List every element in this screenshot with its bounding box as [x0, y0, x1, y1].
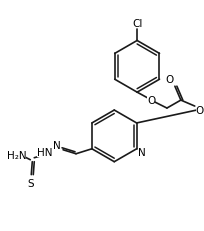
Text: Cl: Cl — [132, 18, 142, 28]
Text: O: O — [196, 106, 204, 116]
Text: H₂N: H₂N — [7, 150, 26, 160]
Text: N: N — [53, 140, 61, 150]
Text: HN: HN — [38, 147, 53, 157]
Text: N: N — [138, 147, 145, 157]
Text: O: O — [166, 75, 174, 85]
Text: S: S — [27, 178, 34, 188]
Text: O: O — [147, 96, 155, 106]
